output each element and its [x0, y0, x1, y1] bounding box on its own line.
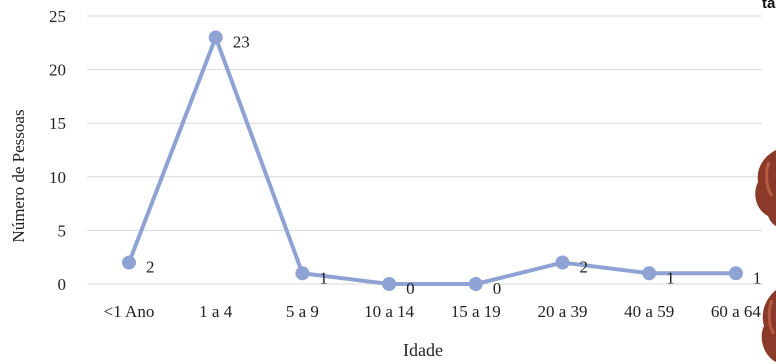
x-tick-label: 60 a 64 — [711, 302, 762, 321]
x-tick-label: 5 a 9 — [286, 302, 319, 321]
y-tick-label: 25 — [49, 7, 66, 26]
data-label: 1 — [753, 268, 762, 287]
x-tick-label: <1 Ano — [104, 302, 155, 321]
data-label: 23 — [233, 32, 250, 51]
data-point — [728, 266, 743, 281]
data-point — [642, 266, 657, 281]
data-label: 1 — [319, 268, 328, 287]
gridlines — [87, 15, 762, 285]
data-point — [295, 266, 310, 281]
y-axis-ticks: 0 5 10 15 20 25 — [49, 7, 66, 294]
y-tick-label: 0 — [58, 275, 67, 294]
decorative-clay-figure — [755, 150, 776, 362]
data-point — [382, 277, 397, 291]
x-axis-title: Idade — [403, 340, 443, 360]
data-point — [555, 255, 570, 270]
data-label: 2 — [146, 258, 155, 277]
series-line — [127, 35, 738, 286]
y-tick-label: 5 — [58, 221, 67, 240]
data-label: 0 — [406, 279, 415, 298]
x-tick-label: 1 a 4 — [199, 302, 233, 321]
y-tick-label: 20 — [49, 61, 66, 80]
corner-text: ta — [762, 0, 776, 12]
x-tick-label: 15 a 19 — [451, 302, 501, 321]
data-label: 0 — [493, 279, 502, 298]
y-tick-label: 15 — [49, 114, 66, 133]
data-point — [208, 30, 223, 45]
data-point — [122, 255, 136, 270]
x-axis-ticks: <1 Ano 1 a 4 5 a 9 10 a 14 15 a 19 20 a 39 40 … — [104, 302, 762, 321]
series-layer: 2 23 1 0 0 2 1 1 — [122, 30, 761, 298]
x-tick-label: 20 a 39 — [537, 302, 587, 321]
y-axis-title: Número de Pessoas — [9, 109, 28, 242]
data-point — [468, 277, 483, 291]
y-tick-label: 10 — [49, 168, 66, 187]
x-tick-label: 40 a 59 — [624, 302, 674, 321]
data-label: 1 — [666, 268, 675, 287]
data-label: 2 — [580, 258, 589, 277]
x-tick-label: 10 a 14 — [364, 302, 415, 321]
